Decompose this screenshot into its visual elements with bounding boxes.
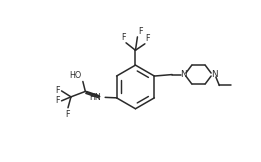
Text: F: F bbox=[145, 34, 149, 43]
Text: F: F bbox=[55, 96, 59, 105]
Text: F: F bbox=[55, 86, 59, 95]
Text: N: N bbox=[180, 70, 186, 79]
Text: F: F bbox=[122, 33, 126, 42]
Text: F: F bbox=[66, 110, 70, 119]
Text: N: N bbox=[211, 70, 217, 79]
Text: F: F bbox=[138, 27, 143, 36]
Text: HO: HO bbox=[69, 71, 81, 80]
Text: HN: HN bbox=[90, 93, 101, 102]
